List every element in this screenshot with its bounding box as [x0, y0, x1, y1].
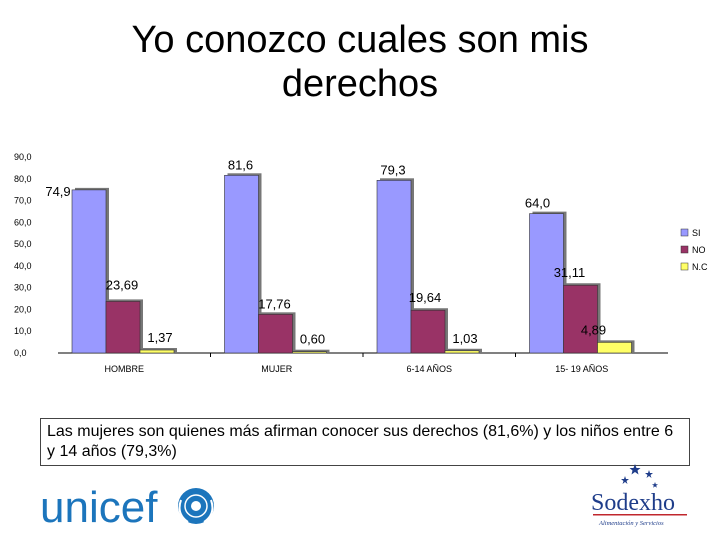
bar: [258, 314, 293, 354]
data-label: 79,3: [380, 162, 405, 177]
legend-swatch: [680, 228, 689, 237]
y-tick-label: 20,0: [14, 304, 32, 314]
bar: [292, 351, 327, 354]
y-tick-label: 30,0: [14, 283, 32, 293]
bar: [105, 301, 141, 354]
y-tick-label: 60,0: [14, 217, 32, 227]
chart-legend: SI NO N.C: [680, 228, 708, 272]
data-label: 0,60: [300, 332, 325, 347]
x-tick-label: HOMBRE: [104, 364, 144, 374]
sodexho-stars-icon: [621, 464, 658, 488]
sodexho-wordmark: Sodexho: [591, 490, 675, 516]
x-tick-label: 15- 19 AÑOS: [555, 364, 608, 374]
legend-label: N.C: [692, 262, 708, 272]
y-tick-label: 10,0: [14, 326, 32, 336]
legend-swatch: [680, 245, 689, 254]
summary-note: Las mujeres son quienes más afirman cono…: [40, 418, 690, 466]
bar: [71, 189, 107, 354]
y-tick-label: 90,0: [14, 152, 32, 162]
data-label: 23,69: [106, 277, 139, 292]
bar: [597, 342, 632, 354]
data-label: 19,64: [409, 290, 442, 305]
sodexho-underline: [593, 514, 687, 516]
bar: [529, 213, 564, 354]
legend-label: SI: [692, 228, 701, 238]
chart-bars: 74,9 81,6 79,3 64,0 23,69 17,76 19,64 31,11 1,37…: [45, 157, 635, 354]
y-tick-label: 80,0: [14, 174, 32, 184]
data-label: 64,0: [525, 196, 550, 211]
unicef-wordmark: unicef: [40, 483, 158, 532]
y-tick-label: 40,0: [14, 261, 32, 271]
data-label: 31,11: [554, 265, 586, 280]
slide-title: Yo conozco cuales son mis derechos: [0, 18, 720, 106]
unicef-emblem-icon: [178, 488, 214, 524]
x-tick-label: 6-14 AÑOS: [406, 364, 452, 374]
slide-title-line2: derechos: [281, 63, 439, 105]
bar: [410, 309, 446, 354]
data-label: 1,03: [452, 331, 477, 346]
y-tick-label: 0,0: [14, 348, 27, 358]
legend-label: NO: [692, 245, 706, 255]
data-label: 4,89: [581, 322, 606, 337]
data-label: 74,9: [45, 184, 70, 199]
bar: [224, 174, 259, 354]
bar: [444, 350, 480, 354]
y-tick-label: 50,0: [14, 239, 32, 249]
bar: [376, 180, 412, 354]
data-label: 17,76: [258, 296, 291, 311]
sodexho-tagline: Alimentación y Servicios: [598, 520, 664, 527]
unicef-logo: unicef: [40, 483, 214, 532]
legend-swatch: [680, 262, 689, 271]
bar-chart: 0,0 10,0 20,0 30,0 40,0 50,0 60,0 70,0 80,0 90,0 H…: [14, 152, 708, 374]
slide-title-line1: Yo conozco cuales son mis: [131, 19, 589, 61]
bar: [139, 349, 175, 354]
sodexho-logo: Sodexho Alimentación y Servicios: [591, 464, 687, 527]
data-label: 81,6: [228, 157, 253, 172]
bar-shadow: [295, 349, 330, 353]
x-tick-label: MUJER: [261, 364, 292, 374]
y-tick-label: 70,0: [14, 196, 32, 206]
data-label: 1,37: [147, 330, 172, 345]
bar: [563, 284, 598, 354]
